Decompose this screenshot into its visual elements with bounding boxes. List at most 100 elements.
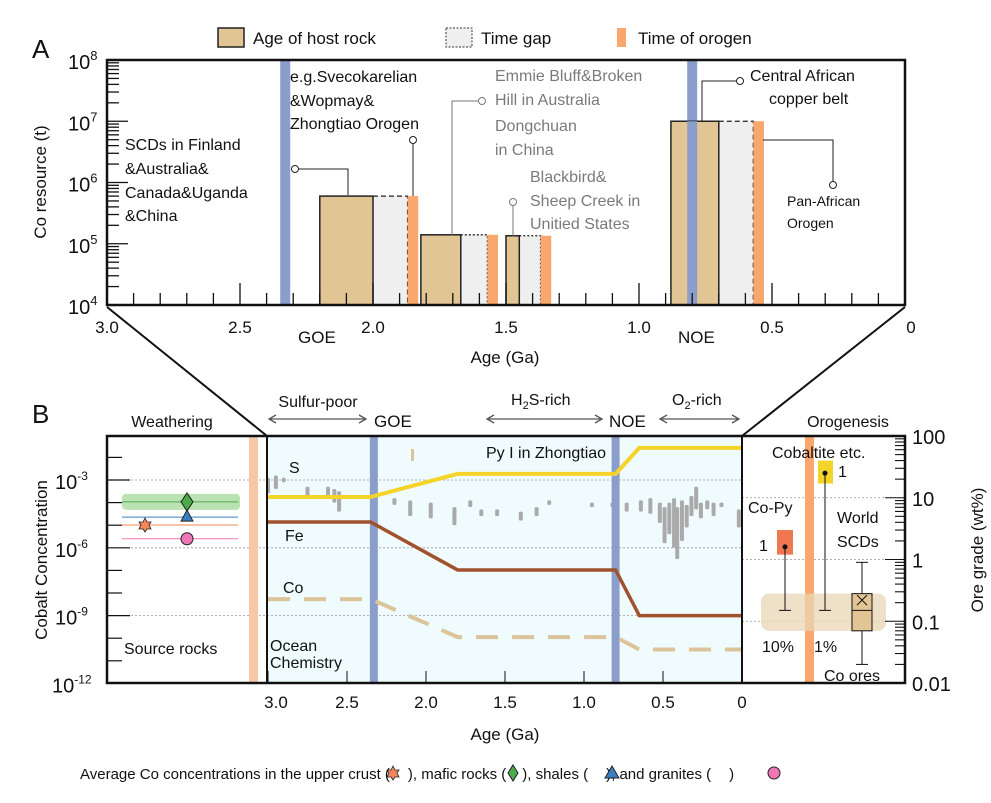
- leader-line-central-african: [701, 80, 737, 122]
- caption-triangle-icon: [604, 765, 620, 779]
- pyrite-data-point: [479, 509, 484, 517]
- svg-text:Hill in Australia: Hill in Australia: [495, 92, 600, 109]
- weathering-label: Weathering: [131, 414, 213, 431]
- pyrite-data-point: [326, 486, 331, 496]
- py-zhongtiao-label: Py I in Zhongtiao: [486, 445, 606, 462]
- x-tick-label: 0.5: [651, 693, 675, 712]
- pyrite-data-point: [694, 486, 699, 510]
- py-zhongtiao-marker: [411, 449, 414, 461]
- zoom-connector-left: [106, 306, 268, 437]
- pyrite-data-point: [452, 507, 457, 526]
- fe-line-label: Fe: [285, 528, 304, 545]
- annotation-emmie-bluff: Emmie Bluff&Broken Hill in Australia: [495, 68, 642, 109]
- y-tick-label: 107: [68, 109, 97, 135]
- pyrite-data-point: [648, 498, 653, 514]
- noe-label-a: NOE: [678, 328, 715, 347]
- pyrite-data-point: [662, 507, 667, 544]
- legend-host-rock-swatch: [217, 27, 245, 48]
- pyrite-data-point: [698, 502, 703, 519]
- svg-text:Dongchuan: Dongchuan: [495, 118, 577, 135]
- pyrite-data-point: [408, 500, 413, 517]
- event-bar-noe: [611, 436, 620, 683]
- cobaltite-count: 1: [838, 464, 847, 481]
- x-tick-label: 0: [737, 693, 746, 712]
- leader-marker-blackbird: [509, 198, 517, 206]
- world-scds-box: [851, 593, 873, 632]
- svg-text:e.g.Svecokarelian: e.g.Svecokarelian: [290, 69, 417, 86]
- period-arrows: [267, 414, 741, 424]
- co-py-label: Co-Py: [748, 500, 792, 517]
- y2-tick-label: 0.01: [912, 674, 951, 696]
- legend-host-rock-label: Age of host rock: [253, 29, 376, 48]
- orogenesis-label: Orogenesis: [807, 414, 889, 431]
- pyrite-data-point: [624, 502, 629, 512]
- zoom-connector-right: [741, 306, 906, 437]
- caption-circle-icon: [767, 766, 781, 780]
- time-gap-outline: [519, 235, 542, 305]
- leader-marker-central-african: [736, 77, 744, 85]
- orogen-bar: [487, 234, 499, 305]
- pyrite-data-point: [534, 507, 539, 517]
- world-scds-label-1: World: [837, 510, 879, 527]
- host-rock-bar: [319, 195, 374, 306]
- upper-crust-star-marker: [138, 517, 152, 533]
- pyrite-data-point: [273, 475, 278, 490]
- y-tick-label: 106: [68, 171, 97, 197]
- pyrite-data-point: [675, 507, 680, 560]
- time-gap-bar: [519, 235, 541, 305]
- leader-marker-scds: [291, 165, 299, 173]
- svg-text:Sheep Creek in: Sheep Creek in: [530, 193, 640, 210]
- world-scds-mean-marker: [856, 594, 868, 606]
- time-gap-bar: [373, 196, 408, 305]
- legend-orogen-swatch: [617, 28, 626, 47]
- pyrite-data-point: [672, 498, 677, 548]
- leader-marker-emmie: [478, 97, 486, 105]
- panel-a-x-axis-label: Age (Ga): [471, 348, 540, 367]
- event-bar-goe: [369, 436, 378, 683]
- co-py-point: [782, 544, 788, 550]
- leader-line-scds: [298, 168, 349, 195]
- leader-line-emmie: [451, 100, 478, 235]
- x-tick-label: 1.0: [572, 693, 596, 712]
- caption-star-icon: [386, 765, 400, 781]
- co-py-percent: 10%: [762, 639, 794, 656]
- panel-b-frame: [105, 434, 907, 685]
- svg-text:copper belt: copper belt: [769, 91, 849, 108]
- co-ores-label: Co ores: [824, 668, 880, 685]
- pyrite-data-point: [705, 500, 710, 510]
- y2-tick-label: 100: [912, 427, 945, 449]
- pyrite-data-point: [711, 502, 716, 517]
- pyrite-data-point: [684, 504, 689, 528]
- co-concentration-line: [268, 597, 742, 652]
- ocean-chemistry-label-2: Chemistry: [270, 655, 342, 672]
- panel-b-x-axis-label: Age (Ga): [471, 725, 540, 744]
- annotation-dongchuan: Dongchuan in China: [495, 118, 577, 159]
- pyrite-data-point: [518, 511, 523, 521]
- pyrite-data-point: [281, 477, 286, 483]
- svg-text:&Wopmay&: &Wopmay&: [290, 93, 375, 110]
- cobaltite-point: [822, 470, 828, 476]
- legend-time-gap-swatch: [445, 27, 473, 48]
- leader-marker-svecokarelian: [409, 136, 417, 144]
- source-rocks-label: Source rocks: [124, 641, 217, 658]
- panel-label-a: A: [32, 34, 50, 64]
- h2s-rich-arrow: [485, 414, 604, 424]
- panel-a-y-axis-label: Co resource (t): [31, 125, 50, 238]
- world-scds-label-2: SCDs: [837, 534, 879, 551]
- y-tick-label: 105: [68, 232, 97, 258]
- y2-tick-label: 1: [912, 551, 923, 573]
- goe-label-a: GOE: [298, 328, 336, 347]
- orogen-bar: [753, 121, 765, 305]
- y-tick-label: 10-12: [52, 672, 92, 697]
- svg-text:Pan-African: Pan-African: [787, 193, 860, 209]
- legend: Age of host rock Time gap Time of orogen: [217, 27, 752, 48]
- x-tick-label: 3.0: [264, 693, 288, 712]
- x-tick-label: 1.5: [493, 693, 517, 712]
- svg-text:Unitied States: Unitied States: [530, 216, 630, 233]
- pyrite-data-point: [679, 500, 684, 542]
- legend-time-gap-label: Time gap: [481, 29, 551, 48]
- x-tick-label: 2.5: [228, 318, 252, 337]
- y2-tick-label: 10: [912, 489, 934, 511]
